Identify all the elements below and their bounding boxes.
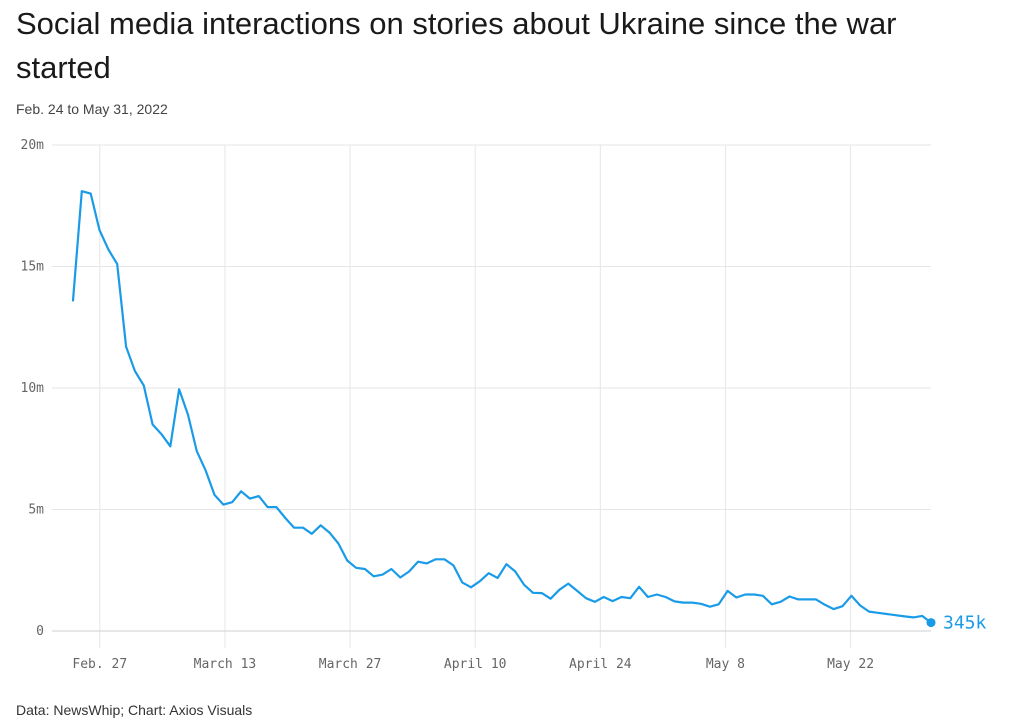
vertical-gridlines — [99, 145, 852, 648]
x-tick-label: March 13 — [194, 657, 257, 672]
chart-subtitle: Feb. 24 to May 31, 2022 — [16, 101, 168, 117]
y-tick-label: 10m — [21, 381, 45, 396]
x-tick-label: Feb. 27 — [72, 657, 127, 672]
x-tick-label: May 8 — [706, 657, 745, 672]
x-tick-label: March 27 — [319, 657, 382, 672]
horizontal-gridlines — [52, 144, 931, 632]
x-axis-tick-labels: Feb. 27 March 13 March 27 April 10 April 24 M… — [72, 657, 874, 672]
chart-source: Data: NewsWhip; Chart: Axios Visuals — [16, 702, 253, 718]
end-value-label: 345k — [943, 613, 987, 634]
x-tick-label: May 22 — [827, 657, 874, 672]
y-tick-label: 0 — [36, 624, 44, 639]
series-line — [71, 190, 933, 624]
chart-title: Social media interactions on stories abo… — [16, 6, 897, 85]
series-layer: 345k — [71, 190, 987, 634]
end-point-marker — [926, 618, 936, 628]
y-tick-label: 20m — [21, 138, 45, 153]
x-tick-label: April 24 — [569, 657, 632, 672]
y-tick-label: 5m — [28, 503, 44, 518]
x-tick-label: April 10 — [444, 657, 507, 672]
y-axis-tick-labels: 0 5m 10m 15m 20m — [21, 138, 45, 639]
y-tick-label: 15m — [21, 260, 45, 275]
